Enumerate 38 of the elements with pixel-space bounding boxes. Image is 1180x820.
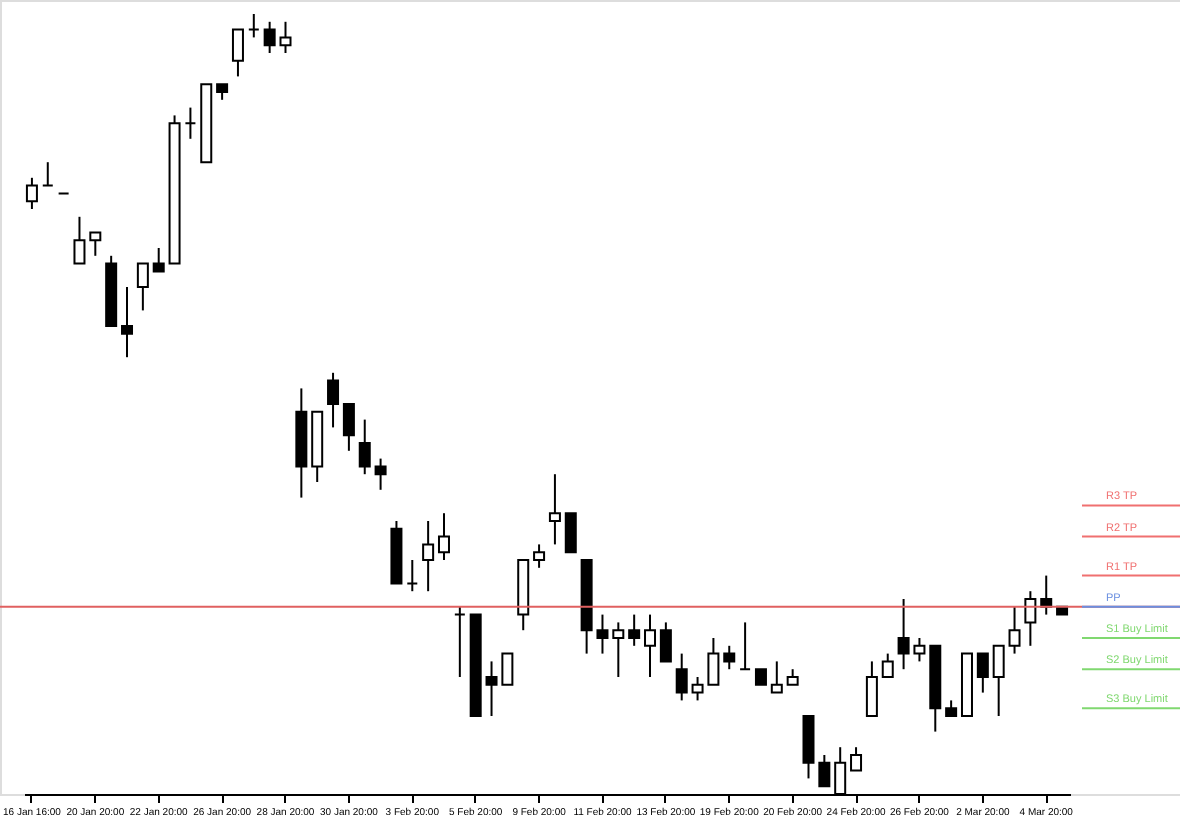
candlestick bbox=[25, 176, 38, 210]
candlestick bbox=[739, 621, 752, 671]
candlestick bbox=[992, 644, 1005, 717]
candlestick bbox=[184, 106, 197, 140]
candlestick bbox=[659, 621, 672, 663]
candlestick bbox=[1008, 605, 1021, 655]
candlestick bbox=[279, 20, 292, 54]
candlestick bbox=[327, 371, 340, 429]
candlestick bbox=[453, 605, 466, 678]
candlestick bbox=[41, 161, 54, 187]
candlestick bbox=[564, 512, 577, 554]
candlestick bbox=[374, 457, 387, 491]
candlestick bbox=[247, 13, 260, 39]
candlestick bbox=[548, 473, 561, 546]
candlestick bbox=[612, 621, 625, 678]
candlestick bbox=[675, 652, 688, 702]
candlestick bbox=[121, 286, 134, 359]
candlestick bbox=[89, 231, 102, 257]
candlestick bbox=[342, 403, 355, 452]
candlestick bbox=[976, 652, 989, 694]
candlestick bbox=[422, 520, 435, 593]
candlestick bbox=[881, 652, 894, 678]
candlestick bbox=[628, 613, 641, 647]
candlestick bbox=[850, 746, 863, 772]
candlestick bbox=[358, 418, 371, 476]
candlestick bbox=[73, 215, 86, 265]
candlestick bbox=[136, 262, 149, 312]
candlestick bbox=[406, 559, 419, 593]
candlestick bbox=[770, 660, 783, 694]
candlestick bbox=[437, 512, 450, 561]
candlestick bbox=[723, 644, 736, 671]
candlestick bbox=[533, 543, 546, 569]
candlestick bbox=[644, 613, 657, 678]
candlestick bbox=[263, 20, 276, 54]
candlestick bbox=[152, 247, 165, 273]
candlestick bbox=[1024, 590, 1037, 647]
candlestick bbox=[865, 660, 878, 717]
candlestick bbox=[231, 28, 244, 78]
